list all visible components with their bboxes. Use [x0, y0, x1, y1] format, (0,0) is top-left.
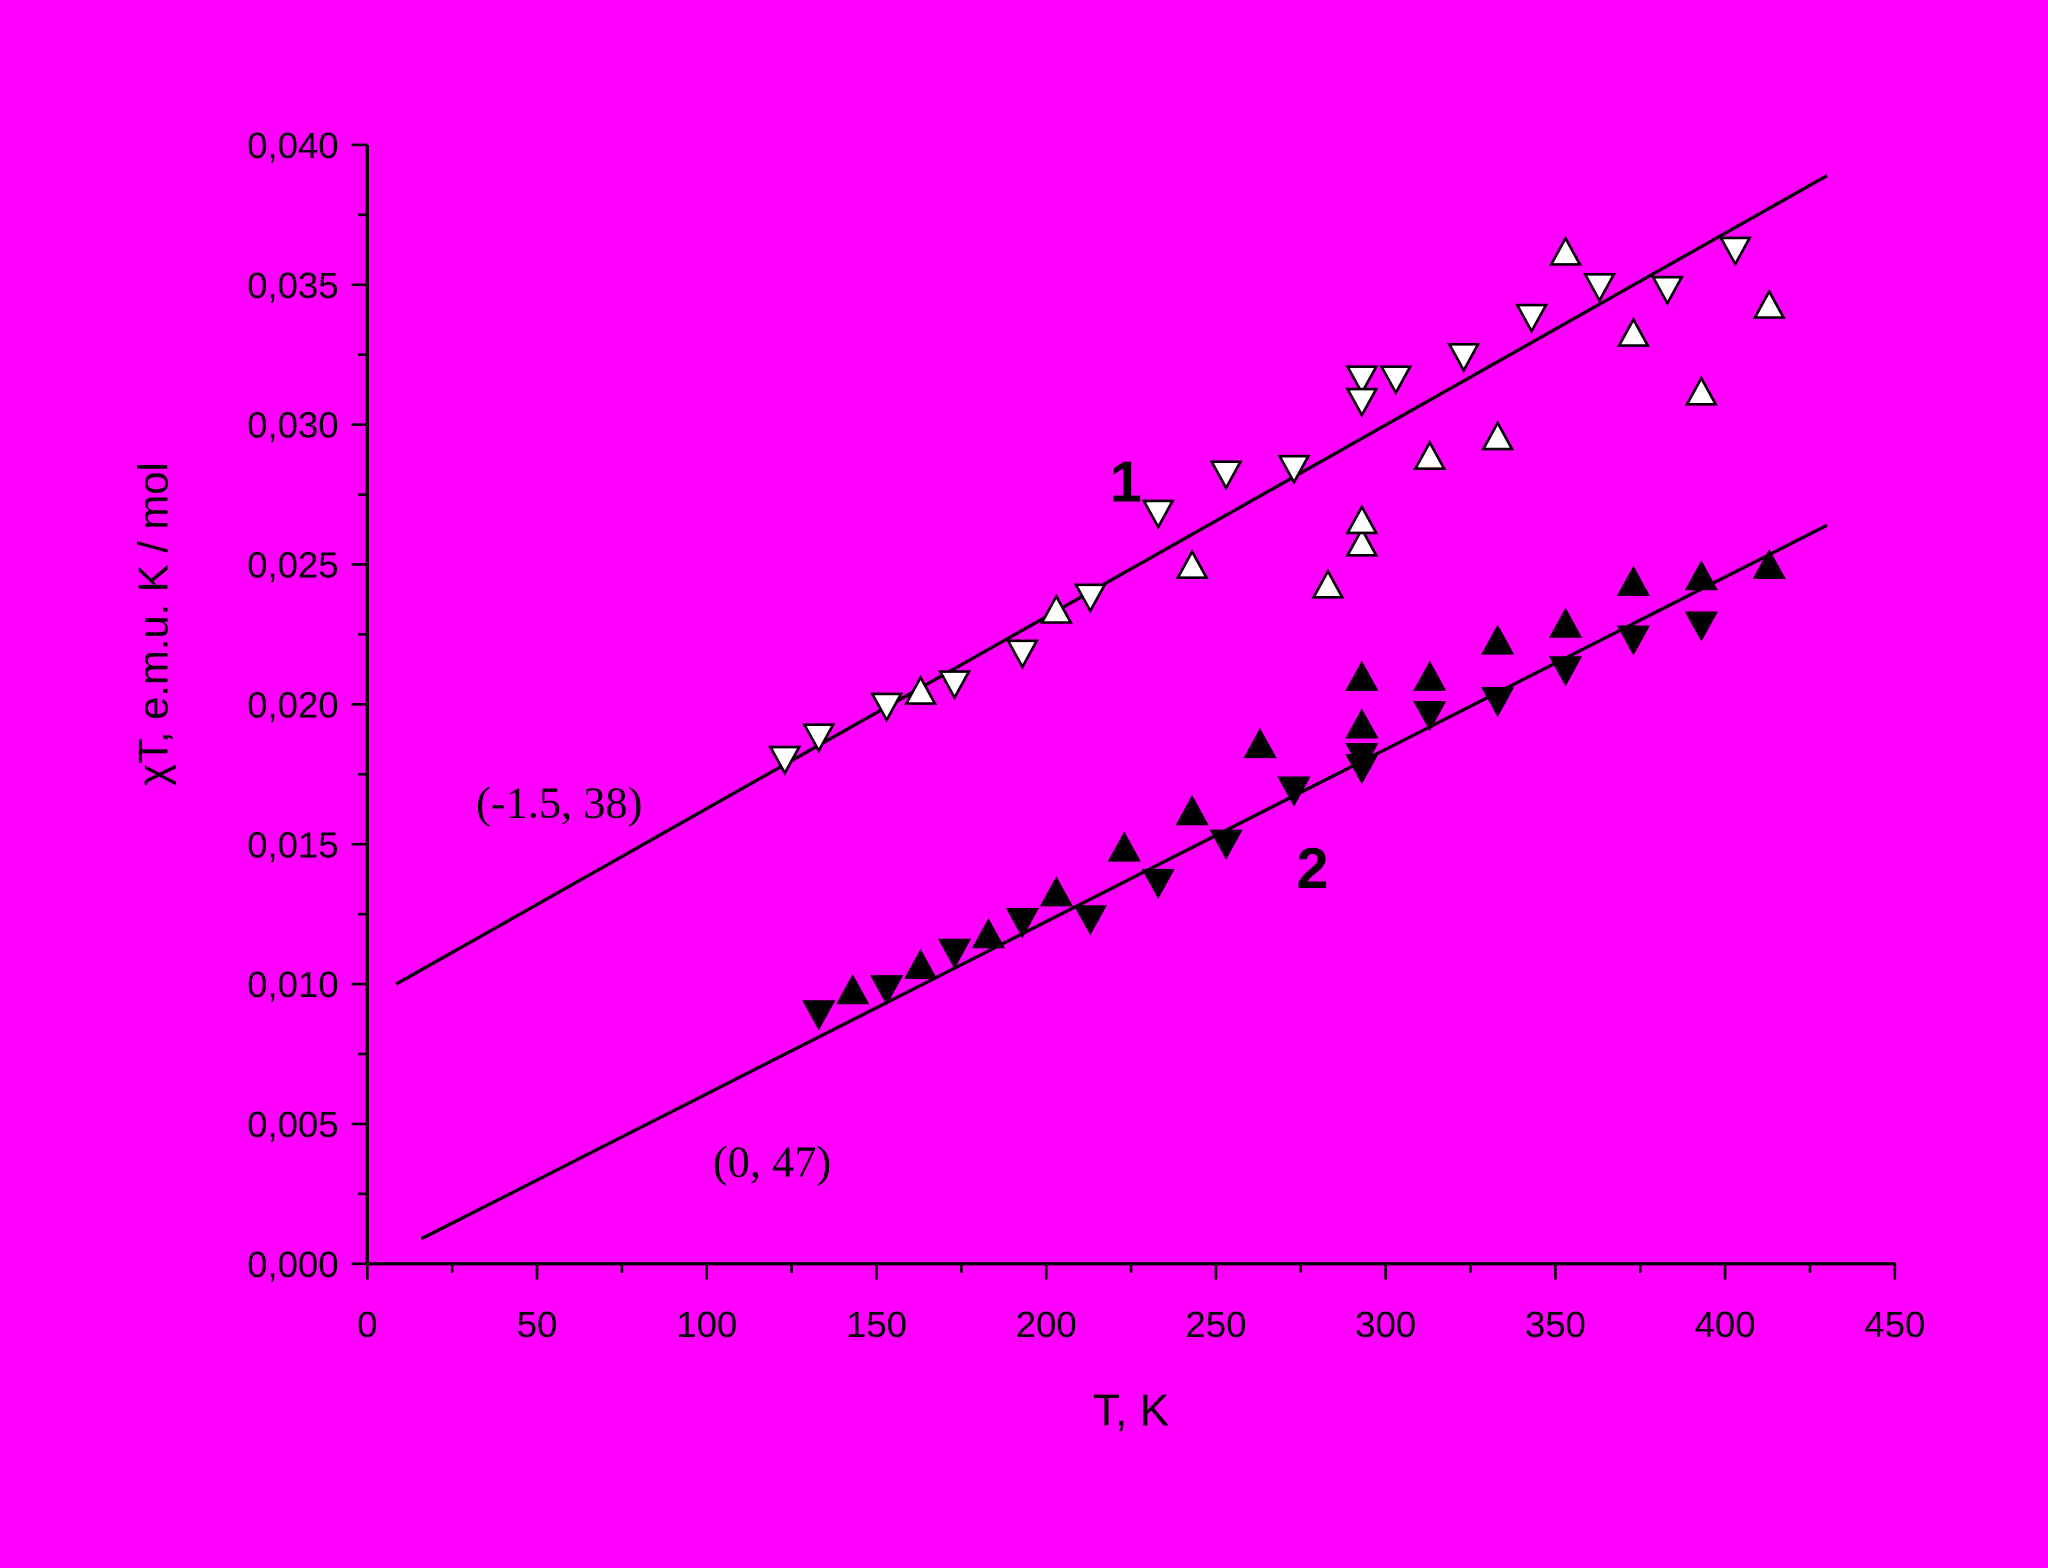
data-point — [971, 918, 1006, 949]
fit-line — [420, 523, 1828, 1241]
data-point — [1345, 708, 1379, 739]
y-tick-label: 0,020 — [247, 684, 338, 725]
data-point — [1684, 611, 1718, 642]
data-point — [1413, 701, 1447, 732]
data-point — [1515, 303, 1549, 334]
data-point — [1752, 548, 1786, 580]
x-tick-label: 400 — [1695, 1304, 1756, 1345]
data-point — [1379, 365, 1413, 396]
data-point — [1650, 275, 1684, 306]
y-tick-label: 0,035 — [247, 265, 338, 306]
data-point — [1039, 876, 1073, 907]
data-point — [1345, 387, 1379, 418]
data-point — [1039, 593, 1073, 624]
data-point — [937, 670, 972, 701]
data-point — [1548, 607, 1583, 638]
annotation: (-1.5, 38) — [476, 777, 642, 827]
y-tick-label: 0,000 — [247, 1244, 338, 1285]
data-point — [1073, 583, 1107, 614]
annotation: 2 — [1297, 837, 1329, 901]
data-point — [904, 948, 938, 980]
data-point — [937, 938, 972, 969]
data-point — [1141, 499, 1175, 530]
data-point — [1175, 795, 1209, 826]
data-point — [1277, 776, 1311, 807]
y-tick-label: 0,005 — [247, 1104, 338, 1145]
data-point — [904, 674, 938, 705]
data-point — [1345, 504, 1379, 535]
data-point — [1548, 656, 1583, 687]
x-tick-label: 50 — [517, 1304, 558, 1345]
data-point — [1345, 526, 1379, 557]
data-point — [1413, 439, 1447, 470]
data-point — [1141, 868, 1175, 899]
data-point — [1616, 625, 1651, 656]
data-point — [768, 745, 802, 776]
x-tick-label: 100 — [676, 1304, 737, 1345]
data-point — [1481, 624, 1515, 655]
data-point — [1005, 639, 1040, 670]
y-tick-label: 0,010 — [247, 964, 338, 1005]
data-point — [1345, 742, 1379, 774]
x-tick-label: 300 — [1355, 1304, 1416, 1345]
y-axis-label: χT, e.m.u. K / mol — [130, 462, 177, 786]
data-point — [1548, 235, 1583, 266]
data-point — [1447, 342, 1481, 374]
annotation: (0, 47) — [713, 1136, 831, 1186]
x-axis-label: T, K — [1093, 1387, 1170, 1436]
data-point — [1684, 560, 1718, 591]
data-point — [1684, 375, 1718, 406]
y-tick-label: 0,025 — [247, 545, 338, 586]
x-tick-label: 250 — [1185, 1304, 1246, 1345]
data-point — [870, 975, 904, 1006]
data-point — [1345, 660, 1379, 691]
x-tick-label: 0 — [357, 1304, 377, 1345]
x-tick-label: 450 — [1864, 1304, 1925, 1345]
x-tick-label: 150 — [846, 1304, 907, 1345]
x-tick-label: 200 — [1016, 1304, 1077, 1345]
fit-line — [395, 174, 1828, 986]
data-point — [1413, 660, 1447, 691]
data-point — [1345, 365, 1379, 396]
data-point — [1582, 273, 1617, 304]
annotation: 1 — [1110, 450, 1142, 514]
data-point — [1277, 454, 1311, 485]
data-point — [1481, 420, 1515, 451]
data-point — [1752, 288, 1786, 319]
data-point — [1209, 829, 1243, 860]
data-point — [1616, 316, 1651, 347]
data-point — [1481, 687, 1515, 718]
data-point — [1005, 907, 1040, 939]
data-point — [802, 723, 836, 754]
data-point — [1311, 568, 1345, 599]
y-tick-label: 0,030 — [247, 405, 338, 446]
data-point — [1616, 565, 1651, 596]
data-point — [1718, 236, 1752, 267]
data-point — [836, 974, 870, 1005]
x-tick-label: 350 — [1525, 1304, 1586, 1345]
y-tick-label: 0,040 — [247, 125, 338, 166]
data-point — [802, 1000, 836, 1031]
data-point — [1209, 460, 1243, 491]
data-point — [1243, 727, 1277, 759]
y-tick-label: 0,015 — [247, 824, 338, 865]
data-point — [1073, 905, 1107, 936]
data-point — [870, 692, 904, 723]
data-point — [1107, 831, 1141, 862]
data-point — [1175, 548, 1209, 580]
